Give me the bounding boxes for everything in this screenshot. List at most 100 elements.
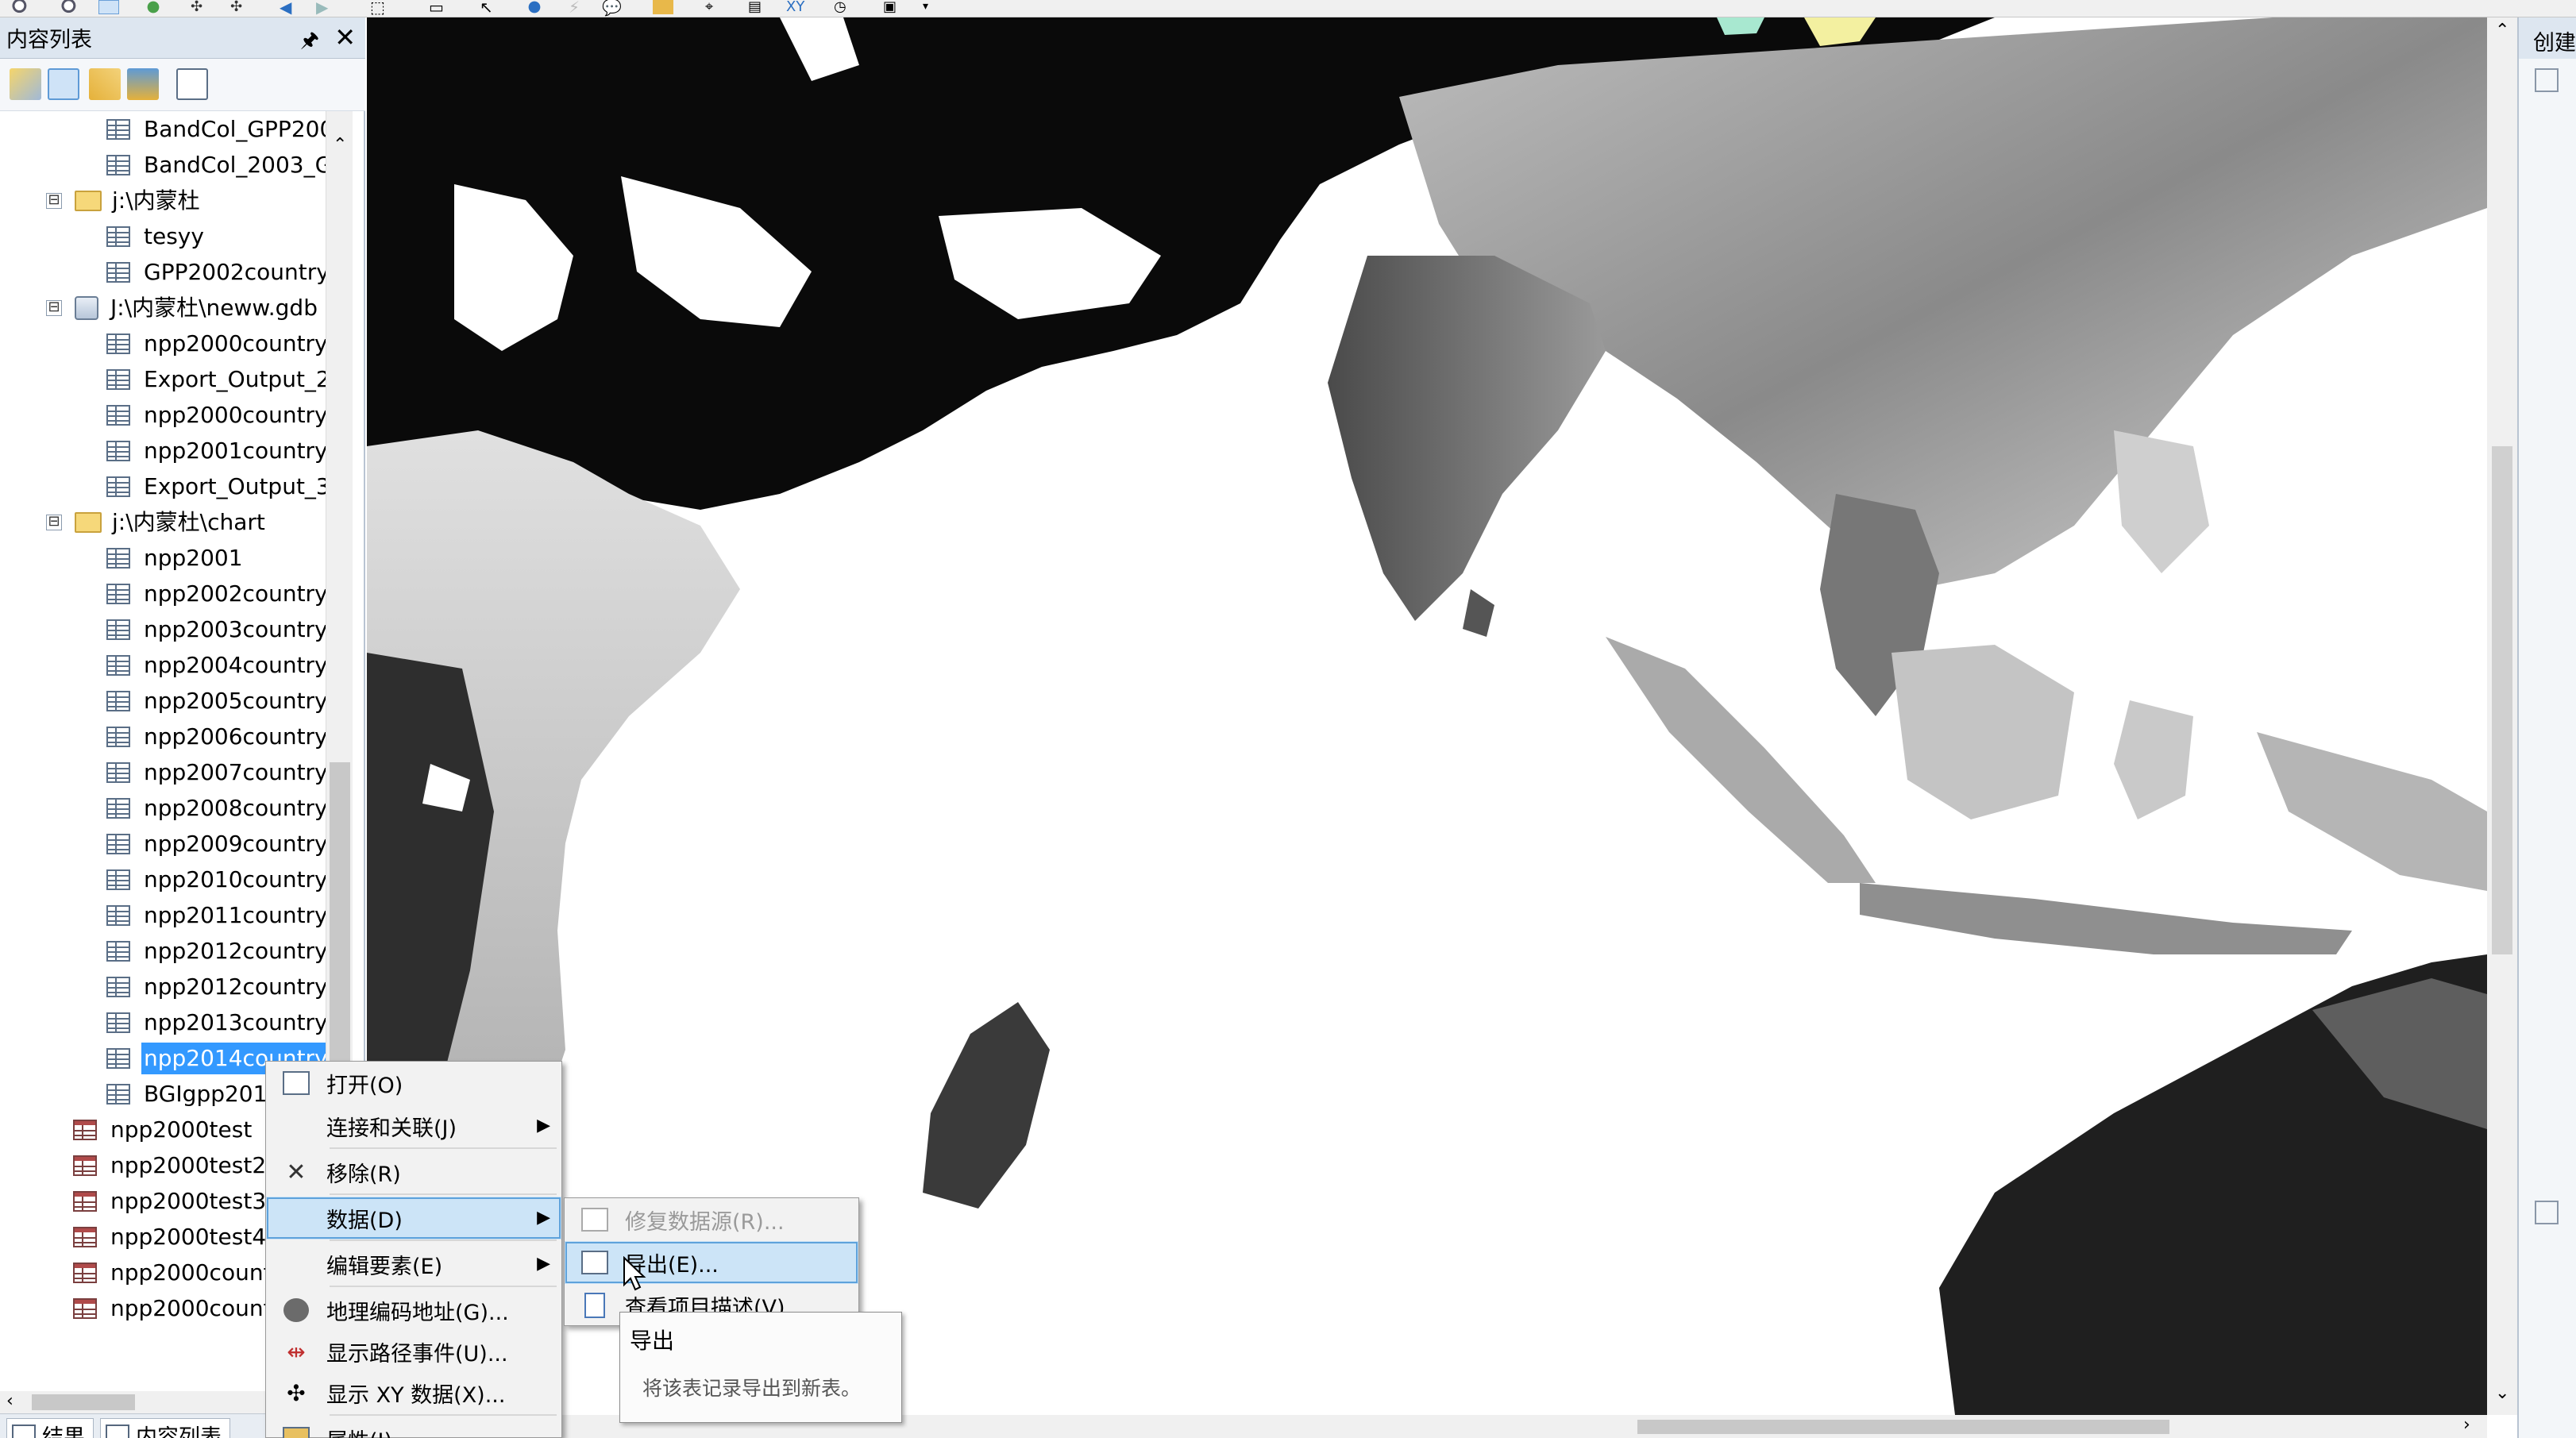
select-features-icon[interactable]: ⬚: [370, 0, 385, 17]
toc-item[interactable]: Export_Output_2: [106, 361, 326, 397]
toc-item[interactable]: npp2013country: [106, 1004, 326, 1040]
select-elements-icon[interactable]: ↖: [480, 0, 493, 17]
map-hscroll-thumb[interactable]: [1637, 1420, 2169, 1434]
toc-item[interactable]: npp2000country: [106, 326, 326, 361]
fixed-zoom-in-icon[interactable]: ✣: [191, 0, 203, 15]
toc-item[interactable]: npp2000test: [73, 1112, 254, 1147]
toc-item[interactable]: npp2005country: [106, 683, 326, 719]
collapse-icon[interactable]: ⊟: [46, 514, 62, 530]
map-view[interactable]: [367, 17, 2487, 1415]
zoom-out-icon[interactable]: [60, 0, 81, 14]
toc-item[interactable]: npp2012country: [106, 969, 326, 1004]
scroll-up-icon[interactable]: ⌃: [333, 135, 348, 155]
toc-item[interactable]: npp2011country: [106, 897, 326, 933]
pan-icon[interactable]: [98, 0, 119, 14]
forward-extent-icon[interactable]: ▶: [316, 0, 329, 17]
toc-item[interactable]: npp2000count: [73, 1255, 275, 1290]
toc-item[interactable]: npp2010country: [106, 862, 326, 897]
hyperlink-icon[interactable]: ⚡: [569, 0, 580, 17]
submenu-item-export[interactable]: 导出(E)...: [565, 1241, 858, 1284]
toc-item[interactable]: BGIgpp201: [106, 1076, 269, 1112]
full-extent-icon[interactable]: [143, 0, 164, 14]
toc-item[interactable]: BandCol_2003_G: [106, 147, 326, 183]
toc-item[interactable]: npp2008country: [106, 790, 326, 826]
html-popup-icon[interactable]: 💬: [602, 0, 622, 17]
measure-icon[interactable]: [653, 0, 673, 14]
toc-item[interactable]: GPP2002country: [106, 254, 326, 290]
sri-lanka: [1463, 589, 1494, 637]
menu-item-xy-data[interactable]: ✣ 显示 XY 数据(X)...: [266, 1371, 561, 1414]
list-by-source-icon[interactable]: [48, 68, 79, 100]
find-route-icon[interactable]: ▤: [748, 0, 762, 15]
viewer-window-icon[interactable]: ▣: [883, 0, 897, 15]
toc-scroll-thumb[interactable]: [330, 762, 350, 1096]
list-by-visibility-icon[interactable]: [89, 68, 121, 100]
clear-selection-icon[interactable]: ▭: [429, 0, 444, 17]
toc-item[interactable]: ⊟ j:\内蒙杜: [46, 183, 202, 218]
go-to-xy-icon[interactable]: XY: [786, 0, 805, 15]
map-vscroll-thumb[interactable]: [2492, 446, 2512, 954]
tab-toc[interactable]: 内容列表: [100, 1418, 230, 1438]
find-icon[interactable]: ⌖: [705, 0, 714, 15]
submenu-item-repair-label: 修复数据源(R)...: [625, 1209, 785, 1235]
fixed-zoom-out-icon[interactable]: ✣: [230, 0, 243, 15]
list-by-selection-icon[interactable]: [127, 68, 159, 100]
close-icon[interactable]: ✕: [334, 22, 356, 52]
side-tab-icon[interactable]: [2535, 1201, 2559, 1224]
toc-item[interactable]: npp2000test4: [73, 1219, 268, 1255]
scroll-left-icon[interactable]: ‹: [6, 1391, 13, 1411]
toc-item[interactable]: npp2000country: [106, 397, 326, 433]
menu-item-remove[interactable]: ✕ 移除(R): [266, 1151, 561, 1193]
toc-item[interactable]: npp2000test3: [73, 1183, 268, 1219]
map-scroll-right-icon[interactable]: ›: [2463, 1415, 2470, 1435]
menu-item-open[interactable]: 打开(O): [266, 1062, 561, 1105]
map-horizontal-scrollbar[interactable]: ›: [367, 1415, 2487, 1438]
toc-item[interactable]: npp2012country: [106, 933, 326, 969]
menu-item-edit-features[interactable]: 编辑要素(E) ▶: [266, 1243, 561, 1286]
geodatabase-icon: [75, 295, 98, 320]
main-toolbar: ✣ ✣ ◀ ▶ ⬚ ▭ ↖ ⚡ 💬 ⌖ ▤ XY ◷ ▣ ▾: [0, 0, 2576, 17]
export-tooltip: 导出 将该表记录导出到新表。: [619, 1312, 902, 1423]
create-template-icon[interactable]: [2535, 68, 2559, 92]
toc-item[interactable]: npp2003country: [106, 611, 326, 647]
submenu-item-repair-data-source[interactable]: 修复数据源(R)...: [565, 1198, 858, 1241]
toc-item-label: npp2005country: [144, 687, 326, 714]
toc-item[interactable]: npp2007country: [106, 754, 326, 790]
menu-item-geocode[interactable]: 地理编码地址(G)...: [266, 1289, 561, 1332]
pin-icon[interactable]: 🖈: [299, 29, 319, 52]
list-by-drawing-order-icon[interactable]: [10, 68, 41, 100]
options-icon[interactable]: [176, 68, 208, 100]
tab-results[interactable]: 结果: [6, 1418, 94, 1438]
toc-item[interactable]: Export_Output_3: [106, 468, 326, 504]
toc-item[interactable]: ⊟ j:\内蒙杜\chart: [46, 504, 268, 540]
identify-icon[interactable]: [524, 0, 545, 14]
toc-item[interactable]: npp2001: [106, 540, 245, 576]
toc-item[interactable]: npp2001country: [106, 433, 326, 468]
toc-item[interactable]: npp2004country: [106, 647, 326, 683]
toc-item[interactable]: npp2009country: [106, 826, 326, 862]
toc-item[interactable]: npp2000count: [73, 1290, 275, 1326]
toc-item-label: npp2000count: [110, 1259, 272, 1286]
menu-item-route-events[interactable]: ⇹ 显示路径事件(U)...: [266, 1330, 561, 1373]
collapse-icon[interactable]: ⊟: [46, 192, 62, 209]
toc-item[interactable]: ⊟ J:\内蒙杜\neww.gdb: [46, 290, 320, 326]
zoom-in-icon[interactable]: [11, 0, 32, 14]
toc-item[interactable]: tesyy: [106, 218, 206, 254]
map-scroll-down-icon[interactable]: ⌄: [2495, 1383, 2510, 1403]
time-slider-icon[interactable]: ◷: [834, 0, 846, 15]
collapse-icon[interactable]: ⊟: [46, 299, 62, 316]
create-features-title[interactable]: 创建: [2519, 17, 2576, 59]
menu-item-properties[interactable]: 属性(I)...: [266, 1417, 561, 1438]
toc-item[interactable]: npp2006country: [106, 719, 326, 754]
back-extent-icon[interactable]: ◀: [280, 0, 292, 17]
table-icon: [73, 1226, 97, 1247]
menu-item-data[interactable]: 数据(D) ▶: [266, 1197, 561, 1239]
toc-item[interactable]: npp2002country: [106, 576, 326, 611]
toc-hscroll-thumb[interactable]: [32, 1394, 135, 1410]
menu-item-joins-relates[interactable]: 连接和关联(J) ▶: [266, 1105, 561, 1147]
toc-item[interactable]: BandCol_GPP200: [106, 111, 326, 147]
toc-item[interactable]: npp2000test2: [73, 1147, 268, 1183]
toolbar-overflow-icon[interactable]: ▾: [923, 0, 929, 13]
map-scroll-up-icon[interactable]: ⌃: [2495, 21, 2510, 40]
map-vertical-scrollbar[interactable]: ⌃ ⌄: [2487, 17, 2517, 1415]
